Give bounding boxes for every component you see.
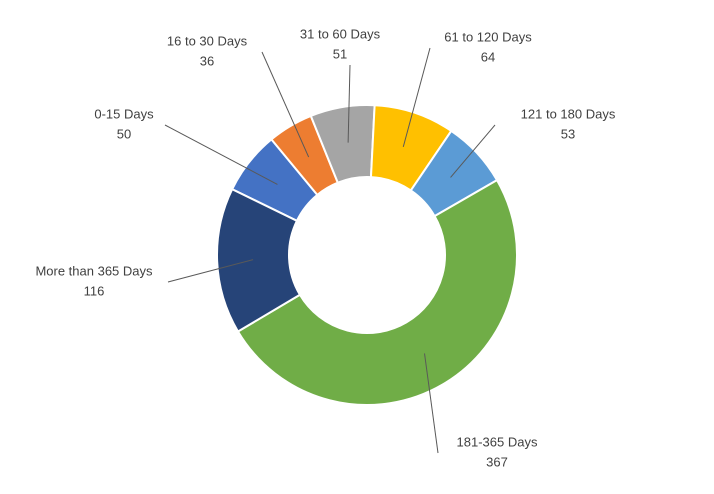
slice-value: 53 (561, 126, 575, 141)
leader-line (167, 259, 254, 283)
slice-label: 0-15 Days (94, 106, 154, 121)
slice-value: 64 (481, 49, 495, 64)
leader-line (424, 353, 439, 454)
donut-slice (236, 178, 518, 406)
slice-label: 16 to 30 Days (167, 33, 248, 48)
leader-line (347, 64, 351, 143)
slice-label: 61 to 120 Days (444, 29, 532, 44)
slice-value: 51 (333, 46, 347, 61)
leader-line (164, 124, 278, 185)
slice-label: 31 to 60 Days (300, 26, 381, 41)
leader-line (261, 51, 310, 158)
slice-value: 116 (84, 283, 105, 298)
leader-line (402, 47, 431, 148)
slice-label: More than 365 Days (35, 263, 153, 278)
slice-label: 121 to 180 Days (521, 106, 616, 121)
slice-value: 367 (486, 454, 508, 469)
slice-value: 36 (200, 53, 214, 68)
donut-slice (216, 187, 302, 333)
slice-label: 181-365 Days (457, 434, 538, 449)
leader-line (450, 124, 496, 178)
slice-value: 50 (117, 126, 131, 141)
